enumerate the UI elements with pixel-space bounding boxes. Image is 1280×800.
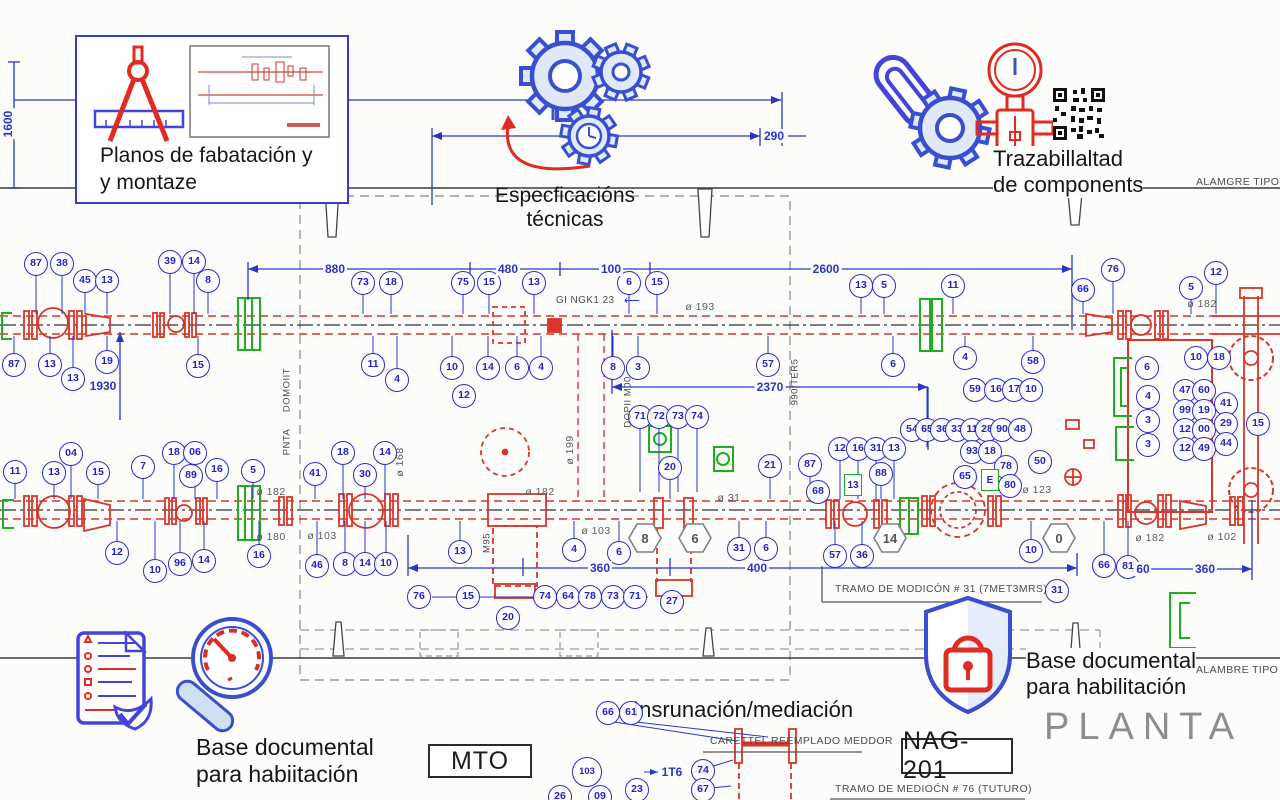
tramo-76-note: TRAMO DE MEDIOĆN # 76 (TUTURO)	[835, 783, 1032, 795]
base-doc-right-line2: para habilitación	[1026, 674, 1187, 699]
small-gear-icon	[590, 41, 652, 103]
specs-label-line2: técnicas	[526, 208, 604, 231]
instrumentation-label: Insrunación/mediación	[633, 697, 854, 722]
drawing-thumbnail	[189, 45, 330, 138]
support-leg	[702, 627, 715, 657]
dimension-arrowheads	[116, 96, 1252, 775]
traceability-icons	[873, 42, 1055, 170]
specs-label-line1: Especficacións	[494, 184, 636, 207]
clock-gear-icon	[551, 105, 620, 167]
balloon-leader-lines	[13, 272, 1217, 561]
magnifier-gauge-icon	[175, 617, 273, 733]
base-doc-left-label: Base documental para habiitación	[196, 734, 374, 788]
rotation-arrow-icon	[505, 124, 591, 171]
mto-box: MTO	[428, 744, 532, 778]
rotation-arrowhead	[501, 115, 516, 130]
upper-pipe-fittings	[23, 306, 1280, 344]
compass-icon	[93, 45, 185, 142]
base-doc-right-label: Base documental para habilitación	[1026, 648, 1196, 700]
base-doc-left-line2: para habiitación	[196, 761, 359, 787]
gi-ngk-note: GI NGK1 23	[556, 295, 615, 306]
nag-box: NAG-201	[901, 727, 1013, 784]
base-doc-right-line1: Base documental	[1026, 648, 1196, 673]
traceability-label-line2: de components	[993, 172, 1144, 197]
instrument-fitting	[734, 728, 797, 800]
gear-icon	[908, 86, 992, 170]
fabrication-card: Planos de fabatación y y montaze	[75, 35, 349, 204]
specs-label: Especficacións técnicas	[465, 184, 665, 232]
document-audit-icons	[76, 617, 273, 733]
checklist-document-icon	[76, 629, 153, 731]
alambre-tipo-top-note: ALAMGRE TIPO	[1196, 176, 1280, 188]
padlock-shackle	[951, 635, 985, 653]
pressure-gauge-icon	[975, 42, 1055, 160]
traceability-label: Trazabillaltad de components	[993, 146, 1144, 198]
gears-icon	[501, 30, 652, 171]
note-lines	[703, 566, 1042, 800]
fabrication-label-line2: y montaze	[100, 171, 197, 194]
carretel-note: CARETTEL REEMPLADO MEDDOR	[710, 735, 893, 747]
alambre-tipo-bottom-note: ALAMBRE TIPO	[1196, 664, 1279, 676]
planta-title: PLANTA	[1044, 706, 1244, 748]
gi-ngk-arrow: ⟵	[624, 295, 641, 307]
base-doc-left-line1: Base documental	[196, 734, 374, 760]
support-leg	[697, 188, 713, 238]
traceability-label-line1: Trazabillaltad	[993, 146, 1124, 171]
support-leg	[332, 621, 345, 657]
shield-lock-icon	[924, 595, 1012, 715]
fabrication-label-line1: Planos de fabatación y	[100, 144, 313, 167]
tramo-31-note: TRAMO DE MODICÓN # 31 (7MET3MRS)	[835, 583, 1048, 595]
lower-pipe-fittings	[23, 419, 1244, 599]
qr-code-icon	[1053, 88, 1105, 140]
fabrication-label: Planos de fabatación y y montaze	[100, 142, 312, 196]
skid-boundary	[299, 195, 791, 681]
